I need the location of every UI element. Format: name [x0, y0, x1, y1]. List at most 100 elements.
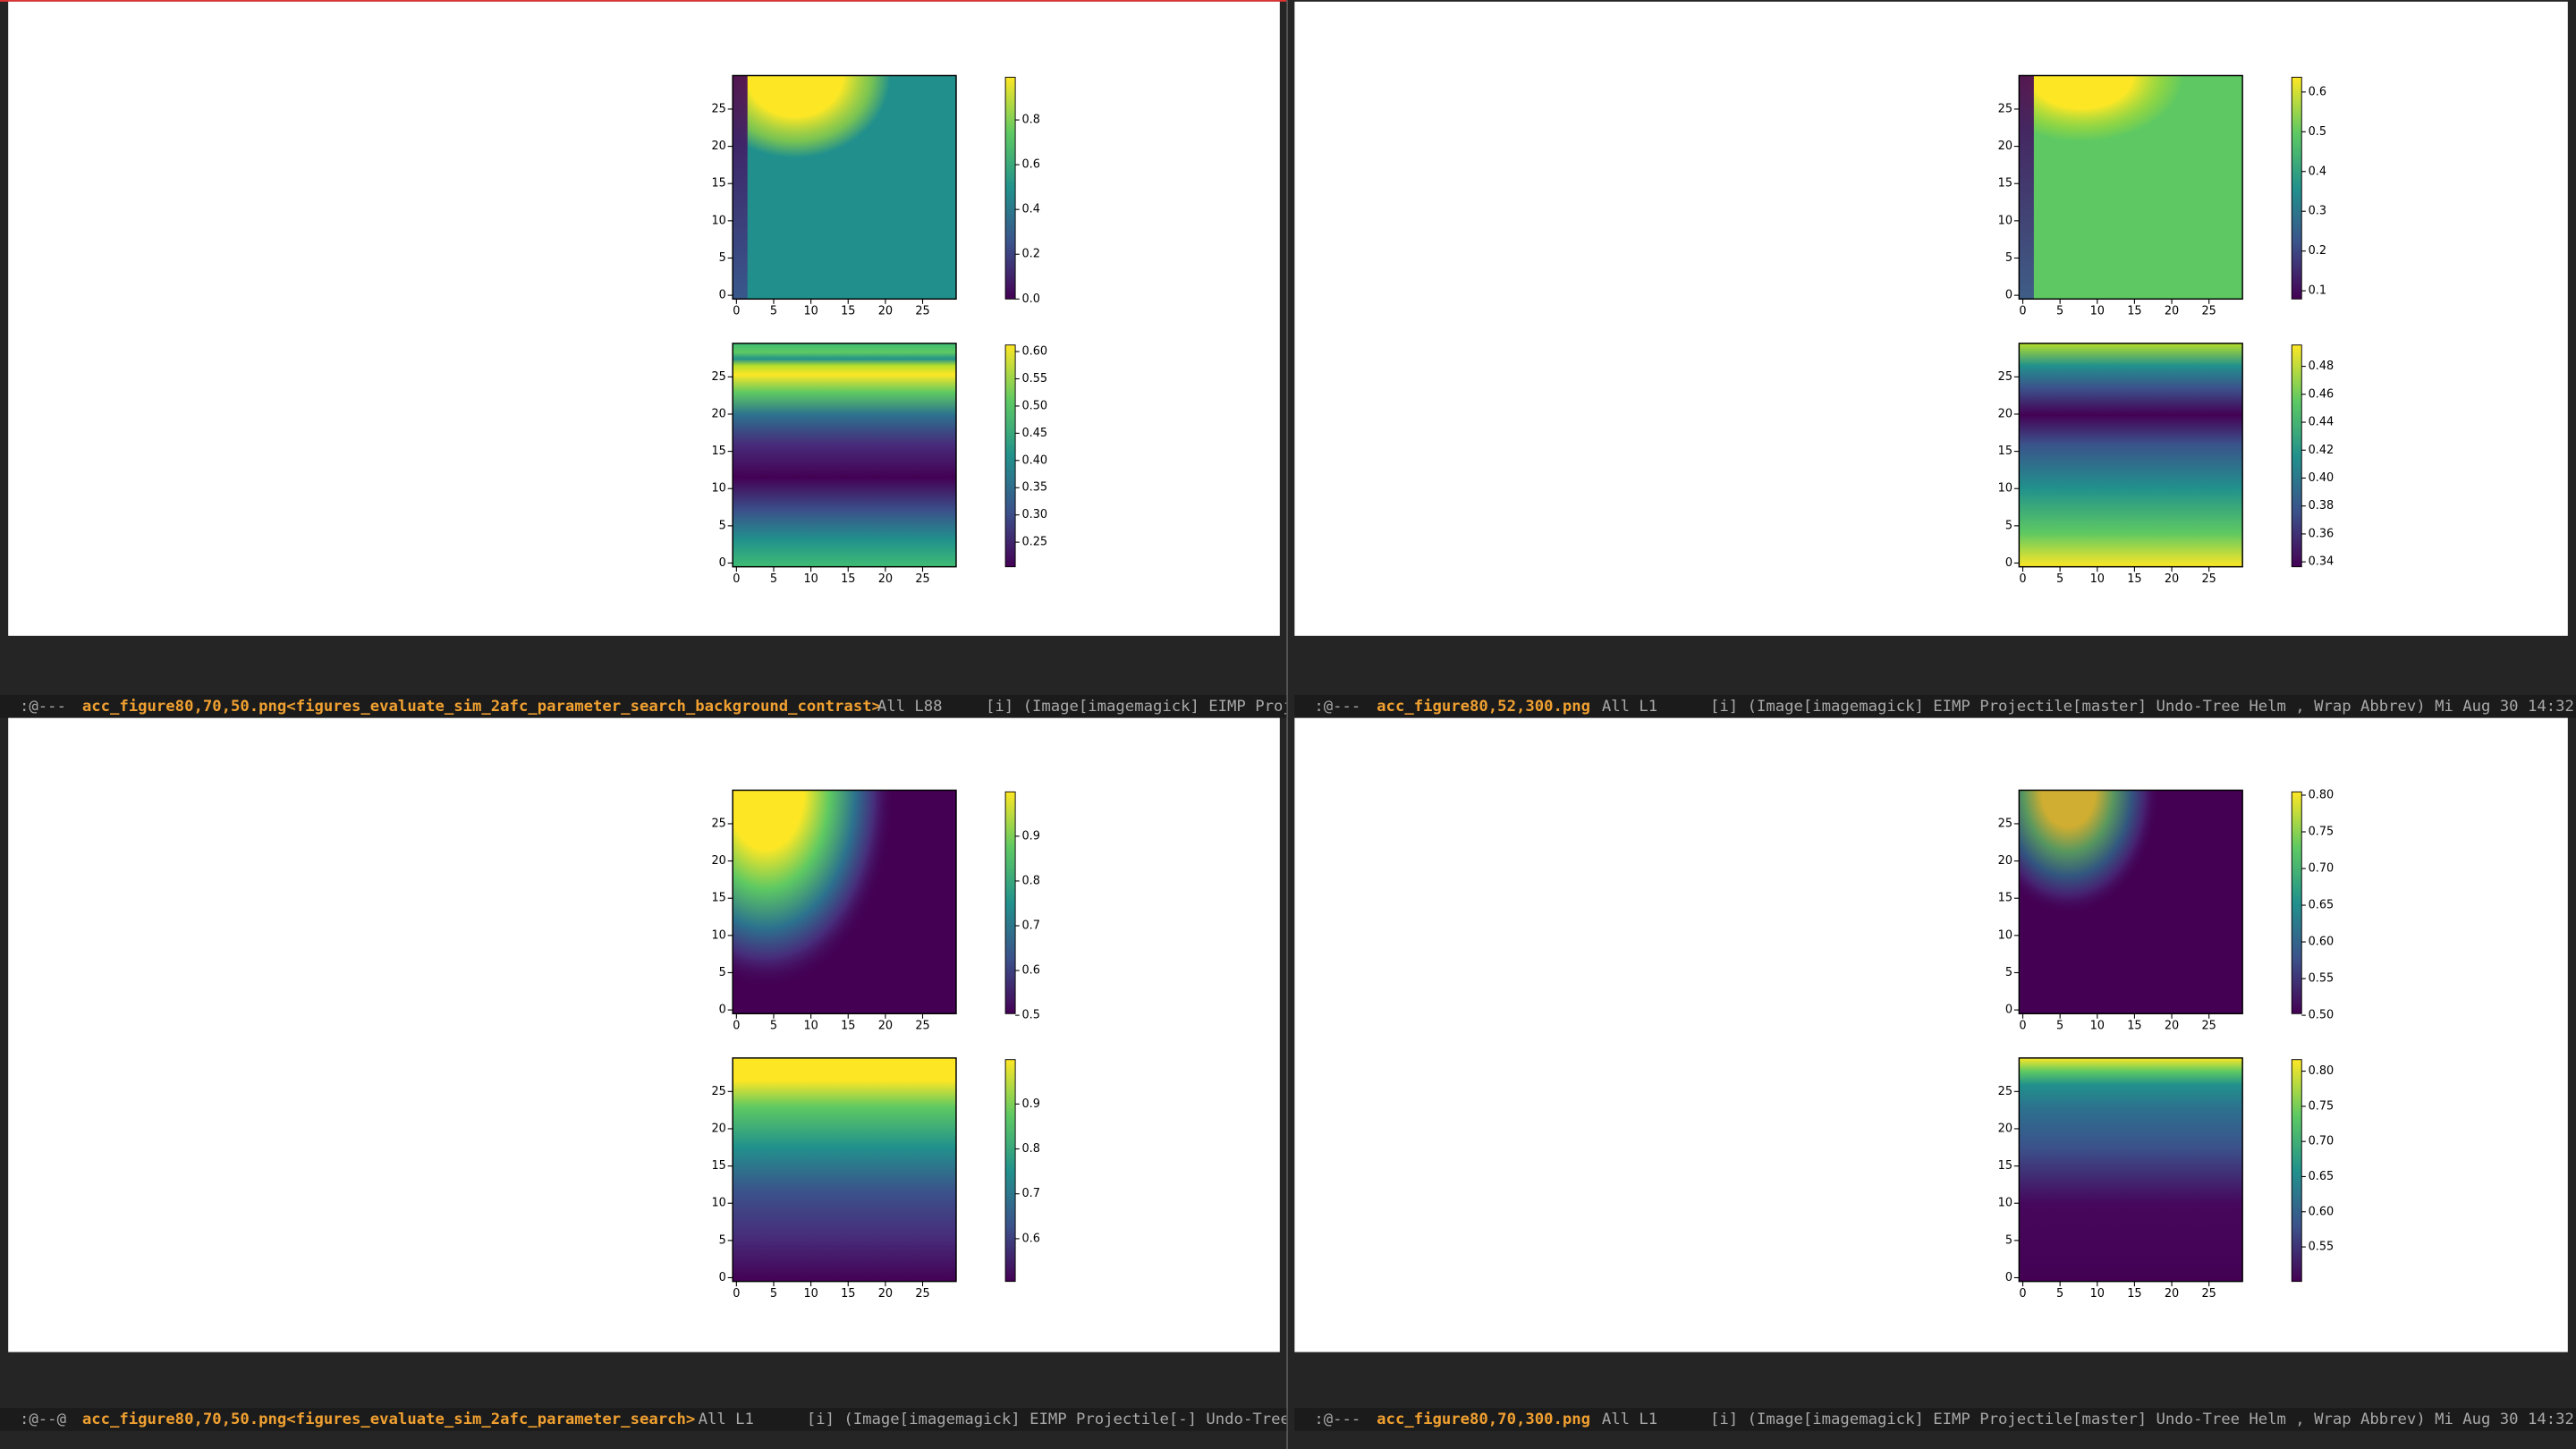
- colorbar-tick-label: 0.9: [1021, 829, 1039, 843]
- image-buffer: [8, 1, 1280, 636]
- y-tick-label: 0: [719, 289, 726, 302]
- colorbar-tick-label: 0.8: [1021, 1142, 1039, 1156]
- colorbar-tick-label: 0.55: [1021, 372, 1047, 386]
- mode-list: [i] (Image[imagemagick] EIMP Projectile[…: [1710, 1411, 2576, 1428]
- y-tick-label: 0: [2005, 1004, 2012, 1017]
- x-tick-label: 15: [2127, 1020, 2141, 1033]
- x-tick-label: 10: [2090, 1020, 2105, 1033]
- y-tick-label: 20: [711, 407, 725, 420]
- y-tick-label: 15: [1998, 892, 2012, 905]
- x-tick-label: 0: [733, 1020, 740, 1033]
- y-tick-label: 15: [1998, 177, 2012, 191]
- colorbar-tick-label: 0.8: [1021, 114, 1039, 127]
- x-tick-label: 5: [770, 572, 777, 586]
- y-tick-label: 25: [1998, 1085, 2012, 1098]
- colorbar-tick-label: 0.65: [2309, 899, 2334, 912]
- y-tick-label: 15: [711, 1159, 725, 1173]
- colorbar-tick-label: 0.75: [2309, 1099, 2334, 1113]
- y-tick-label: 0: [2005, 289, 2012, 302]
- colorbar-tick-label: 0.65: [2309, 1170, 2334, 1183]
- y-tick-label: 5: [2005, 966, 2012, 979]
- y-tick-label: 0: [2005, 556, 2012, 570]
- x-tick-label: 20: [878, 305, 893, 318]
- heatmap-image: [733, 1057, 956, 1282]
- x-tick-label: 20: [2165, 1020, 2179, 1033]
- colorbar-tick-label: 0.60: [2309, 1205, 2334, 1218]
- y-tick-label: 15: [1998, 445, 2012, 458]
- heatmap-image: [2019, 343, 2243, 567]
- y-tick-label: 10: [711, 482, 725, 496]
- colorbar: [2291, 344, 2302, 568]
- y-tick-label: 10: [711, 1197, 725, 1210]
- colorbar-tick-label: 0.6: [1021, 158, 1039, 172]
- mode-line: [1294, 1408, 2576, 1431]
- axes-frame: [732, 789, 957, 1014]
- y-tick-label: 5: [719, 966, 726, 979]
- mode-line: [1294, 694, 2576, 718]
- mode-line-state: :@---: [1314, 698, 1360, 716]
- colorbar-tick-label: 0.35: [1021, 481, 1047, 495]
- y-tick-label: 20: [1998, 140, 2012, 153]
- x-tick-label: 25: [2202, 572, 2216, 586]
- x-tick-label: 0: [733, 1287, 740, 1301]
- x-tick-label: 10: [803, 1020, 818, 1033]
- colorbar-tick-label: 0.36: [2309, 527, 2334, 540]
- heatmap: [733, 1057, 956, 1282]
- x-tick-label: 20: [2165, 572, 2179, 586]
- colorbar-tick-label: 0.44: [2309, 416, 2334, 429]
- x-tick-label: 10: [803, 572, 818, 586]
- y-tick-label: 25: [711, 370, 725, 384]
- colorbar-tick-label: 0.60: [2309, 936, 2334, 949]
- axes-frame: [732, 74, 957, 301]
- colorbar-tick-label: 0.60: [1021, 345, 1047, 359]
- x-tick-label: 5: [2056, 1287, 2063, 1301]
- buffer-name[interactable]: acc_figure80,70,50.png<figures_evaluate_…: [82, 1411, 695, 1428]
- buffer-position: All L1: [1602, 698, 1657, 716]
- axes-frame: [2018, 789, 2243, 1014]
- x-tick-label: 5: [770, 1020, 777, 1033]
- buffer-name[interactable]: acc_figure80,70,300.png: [1377, 1411, 1590, 1428]
- colorbar-tick-label: 0.9: [1021, 1097, 1039, 1111]
- mode-line-text: :@--- acc_figure80,70,300.png All L1 [i] (I…: [1314, 1411, 2576, 1428]
- colorbar-tick-label: 0.6: [1021, 1232, 1039, 1245]
- colorbar-tick-label: 0.2: [1021, 248, 1039, 261]
- y-tick-label: 5: [2005, 251, 2012, 265]
- y-tick-label: 5: [2005, 519, 2012, 532]
- colorbar-tick-label: 0.40: [1021, 453, 1047, 467]
- colorbar-tick-label: 0.38: [2309, 499, 2334, 513]
- y-tick-label: 20: [1998, 854, 2012, 868]
- colorbar: [2291, 791, 2302, 1014]
- x-tick-label: 15: [2127, 305, 2141, 318]
- colorbar-tick-label: 0.40: [2309, 471, 2334, 485]
- buffer-name[interactable]: acc_figure80,70,50.png<figures_evaluate_…: [82, 698, 881, 716]
- x-tick-label: 0: [2019, 572, 2026, 586]
- y-tick-label: 20: [711, 854, 725, 868]
- colorbar-tick-label: 0.50: [1021, 399, 1047, 412]
- heatmap-peak: [2019, 75, 2183, 141]
- mode-line-state: :@---: [20, 698, 66, 716]
- heatmap-image: [733, 75, 956, 300]
- x-tick-label: 25: [2202, 305, 2216, 318]
- x-tick-label: 25: [915, 1020, 929, 1033]
- heatmap-image: [733, 343, 956, 567]
- colorbar-tick-label: 0.4: [1021, 203, 1039, 216]
- x-tick-label: 25: [915, 305, 929, 318]
- x-tick-label: 5: [2056, 1020, 2063, 1033]
- x-tick-label: 10: [803, 1287, 818, 1301]
- y-tick-label: 0: [719, 1004, 726, 1017]
- y-tick-label: 25: [1998, 370, 2012, 384]
- x-tick-label: 25: [2202, 1020, 2216, 1033]
- x-tick-label: 15: [2127, 1287, 2141, 1301]
- heatmap: [2019, 343, 2243, 567]
- heatmap: [733, 343, 956, 567]
- mode-line-text: :@--- acc_figure80,70,50.png<figures_eval…: [20, 698, 1286, 716]
- buffer-name[interactable]: acc_figure80,52,300.png: [1377, 698, 1590, 716]
- x-tick-label: 25: [915, 572, 929, 586]
- image-buffer: [1294, 717, 2568, 1352]
- y-tick-label: 10: [711, 928, 725, 942]
- colorbar-tick-label: 0.7: [1021, 1187, 1039, 1200]
- colorbar: [1004, 76, 1016, 300]
- mode-line: [0, 694, 1287, 718]
- x-tick-label: 5: [770, 1287, 777, 1301]
